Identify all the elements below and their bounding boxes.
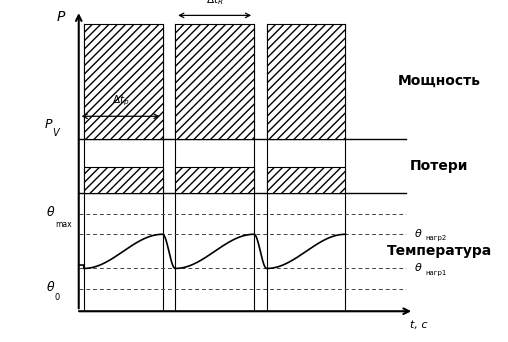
Text: $\Delta t_p$: $\Delta t_p$ bbox=[112, 93, 130, 108]
Text: $\Delta t_R$: $\Delta t_R$ bbox=[206, 0, 224, 7]
Text: $\theta$: $\theta$ bbox=[46, 205, 55, 219]
Text: Потери: Потери bbox=[410, 159, 468, 173]
Bar bbox=[267, 167, 345, 193]
Bar bbox=[84, 24, 163, 139]
Text: нагр1: нагр1 bbox=[425, 269, 447, 276]
Bar bbox=[84, 167, 163, 193]
Bar bbox=[175, 167, 254, 193]
Text: Мощность: Мощность bbox=[398, 74, 481, 87]
Text: P: P bbox=[57, 10, 65, 24]
Text: t, с: t, с bbox=[410, 320, 428, 330]
Text: max: max bbox=[55, 220, 72, 228]
Text: V: V bbox=[52, 128, 59, 139]
Bar bbox=[267, 24, 345, 139]
Text: 0: 0 bbox=[55, 293, 60, 302]
Bar bbox=[84, 24, 163, 139]
Text: нагр2: нагр2 bbox=[425, 235, 447, 241]
Text: $\theta$: $\theta$ bbox=[46, 280, 55, 294]
Bar bbox=[175, 24, 254, 139]
Bar bbox=[267, 24, 345, 139]
Text: Температура: Температура bbox=[387, 245, 492, 258]
Text: P: P bbox=[45, 118, 52, 131]
Bar bbox=[175, 24, 254, 139]
Bar bbox=[267, 167, 345, 193]
Bar bbox=[175, 167, 254, 193]
Bar bbox=[84, 167, 163, 193]
Text: $\theta$: $\theta$ bbox=[414, 226, 423, 239]
Text: $\theta$: $\theta$ bbox=[414, 261, 423, 273]
